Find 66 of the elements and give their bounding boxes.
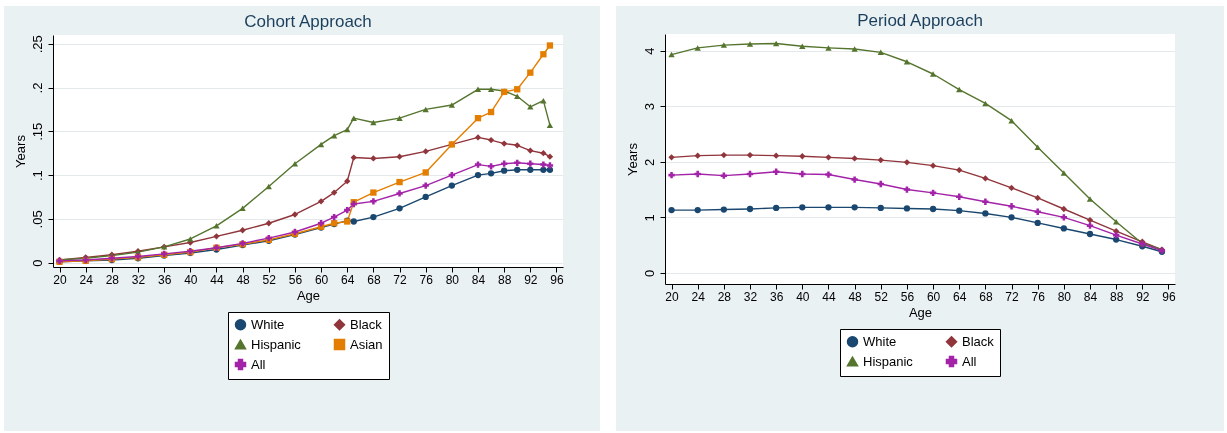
- y-tick-label: .2: [29, 82, 45, 94]
- x-tick-label: 36: [769, 289, 784, 304]
- x-tick-label: 92: [524, 272, 538, 287]
- y-tick-label: 2: [641, 158, 657, 166]
- x-axis-title: Age: [296, 287, 321, 303]
- x-tick-label: 76: [419, 272, 434, 287]
- y-tick-label: 4: [641, 47, 657, 55]
- x-tick-label: 64: [953, 289, 967, 304]
- y-tick-label: 0: [29, 259, 45, 267]
- x-tick-label: 44: [210, 272, 224, 287]
- legend-label: All: [962, 353, 977, 369]
- x-tick-label: 40: [796, 289, 810, 304]
- x-tick-label: 20: [665, 289, 680, 304]
- y-tick-label: 1: [641, 214, 657, 222]
- x-tick-label: 32: [131, 272, 146, 287]
- x-tick-label: 92: [1136, 289, 1150, 304]
- legend-label: Hispanic: [251, 336, 302, 352]
- x-tick-label: 72: [393, 272, 408, 287]
- x-tick-label: 60: [926, 289, 941, 304]
- legend-label: White: [863, 333, 897, 349]
- y-tick-label: 3: [641, 103, 657, 111]
- y-tick-label: .05: [29, 210, 45, 229]
- x-tick-label: 64: [341, 272, 355, 287]
- x-tick-label: 80: [1057, 289, 1072, 304]
- legend-label: Hispanic: [863, 353, 914, 369]
- chart-title: Period Approach: [857, 11, 983, 30]
- y-axis-title: Years: [624, 142, 640, 176]
- x-tick-label: 24: [79, 272, 94, 287]
- x-tick-label: 52: [262, 272, 277, 287]
- chart-title: Cohort Approach: [244, 11, 372, 31]
- x-tick-label: 88: [1109, 289, 1124, 304]
- legend-label: Black: [962, 333, 995, 349]
- legend-label: All: [251, 356, 266, 372]
- y-axis-title: Years: [12, 134, 28, 168]
- x-tick-label: 76: [1031, 289, 1046, 304]
- x-tick-label: 48: [236, 272, 251, 287]
- x-tick-label: 28: [717, 289, 732, 304]
- x-tick-label: 84: [1083, 289, 1098, 304]
- x-tick-label: 56: [288, 272, 303, 287]
- x-tick-label: 48: [848, 289, 863, 304]
- y-tick-label: .15: [29, 122, 45, 141]
- y-tick-label: 0: [641, 269, 657, 278]
- x-tick-label: 72: [1005, 289, 1020, 304]
- x-tick-label: 68: [367, 272, 381, 287]
- x-tick-label: 44: [822, 289, 836, 304]
- x-tick-label: 36: [157, 272, 172, 287]
- x-tick-label: 56: [900, 289, 915, 304]
- legend-label: Black: [350, 316, 383, 332]
- x-tick-label: 24: [691, 289, 706, 304]
- x-tick-label: 40: [184, 272, 198, 287]
- x-tick-label: 28: [105, 272, 120, 287]
- y-tick-label: .25: [29, 35, 45, 54]
- x-tick-label: 80: [445, 272, 460, 287]
- x-tick-label: 20: [53, 272, 68, 287]
- x-tick-label: 96: [550, 272, 564, 287]
- legend-label: Asian: [350, 336, 383, 352]
- x-tick-label: 32: [743, 289, 758, 304]
- x-tick-label: 84: [471, 272, 486, 287]
- legend-label: White: [251, 316, 285, 332]
- y-tick-label: .1: [29, 170, 45, 181]
- x-tick-label: 88: [497, 272, 512, 287]
- x-axis-title: Age: [908, 304, 933, 320]
- x-tick-label: 52: [874, 289, 889, 304]
- x-tick-label: 60: [314, 272, 329, 287]
- x-tick-label: 68: [979, 289, 993, 304]
- x-tick-label: 96: [1162, 289, 1176, 304]
